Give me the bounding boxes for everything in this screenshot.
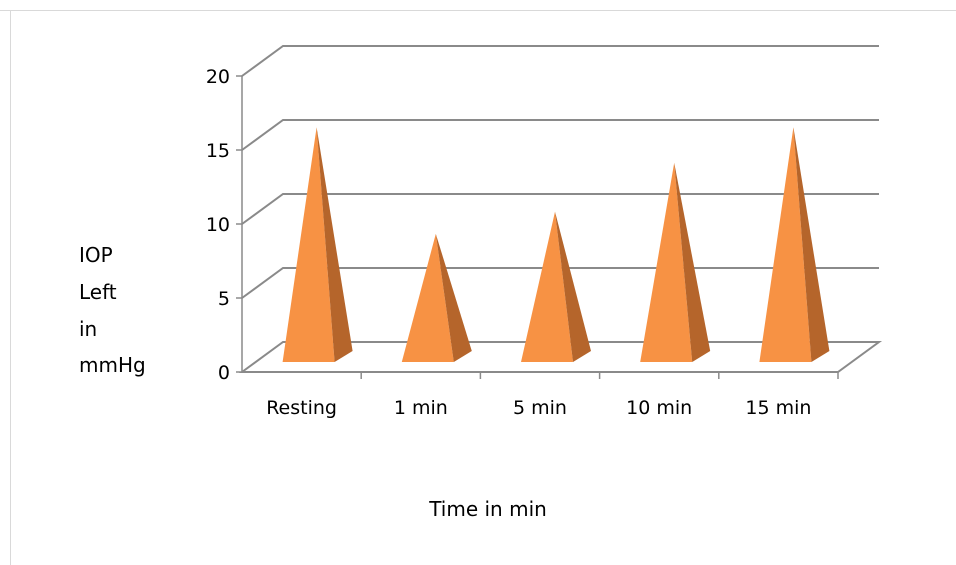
pyramid-side-face: [555, 211, 591, 362]
pyramid-15-min: [759, 127, 830, 362]
x-tick-label: 5 min: [513, 397, 567, 419]
x-axis-title: Time in min: [429, 497, 547, 521]
y-tick-label: 0: [218, 362, 230, 384]
pyramid-side-face: [793, 127, 830, 362]
frame-left-border: [10, 10, 11, 565]
y-axis-label-line-4: mmHg: [79, 353, 146, 377]
x-tick-label: Resting: [266, 397, 337, 419]
x-tick-labels: Resting 1 min 5 min 10 min 15 min: [266, 397, 811, 419]
y-axis-label-line-2: Left: [79, 280, 117, 304]
x-tick-label: 1 min: [394, 397, 448, 419]
gridline-15: [241, 119, 879, 151]
y-tick-labels: 0 5 10 15 20: [206, 66, 230, 384]
pyramid-side-face: [674, 162, 711, 362]
gridline-10: [241, 193, 879, 225]
pyramid-10-min: [640, 162, 711, 362]
pyramid-5-min: [521, 211, 591, 362]
pyramid-side-face: [435, 233, 472, 362]
pyramid-side-face: [316, 127, 353, 362]
axes: [236, 75, 839, 379]
y-axis-label-line-1: IOP: [79, 243, 113, 267]
pyramid-1-min: [401, 233, 472, 362]
pyramid-front-face: [401, 233, 454, 362]
y-tick-label: 5: [218, 288, 230, 310]
y-axis-label-line-3: in: [79, 317, 98, 341]
gridline-20: [241, 45, 879, 77]
pyramid-resting: [282, 127, 353, 362]
pyramid-front-face: [759, 127, 812, 362]
y-tick-label: 10: [206, 214, 230, 236]
floor-plane: [238, 341, 883, 373]
frame-top-border: [0, 10, 956, 11]
pyramid-front-face: [521, 211, 573, 362]
y-tick-label: 15: [206, 140, 230, 162]
pyramid-front-face: [282, 127, 335, 362]
y-tick-label: 20: [206, 66, 230, 88]
x-tick-label: 10 min: [626, 397, 692, 419]
pyramid-front-face: [640, 162, 693, 362]
x-tick-label: 15 min: [745, 397, 811, 419]
pyramid-series: [282, 127, 830, 362]
